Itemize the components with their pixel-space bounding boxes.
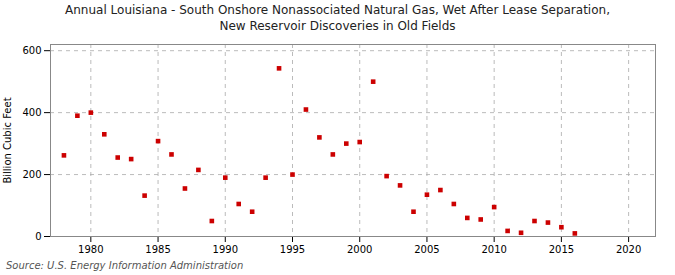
svg-text:1985: 1985 bbox=[145, 244, 170, 255]
svg-text:600: 600 bbox=[22, 45, 41, 56]
svg-text:2010: 2010 bbox=[481, 244, 506, 255]
svg-text:200: 200 bbox=[22, 169, 41, 180]
svg-text:1995: 1995 bbox=[280, 244, 305, 255]
svg-text:2000: 2000 bbox=[347, 244, 372, 255]
svg-text:2015: 2015 bbox=[549, 244, 574, 255]
svg-text:0: 0 bbox=[35, 231, 41, 242]
html-text:Annual Louisiana - South Onsho: Annual Louisiana - South Onshore Nonasso… bbox=[65, 3, 610, 33]
svg-text:2005: 2005 bbox=[414, 244, 439, 255]
svg-text:1980: 1980 bbox=[78, 244, 103, 255]
svg-text:Billion Cubic Feet: Billion Cubic Feet bbox=[2, 98, 13, 184]
svg-text:1990: 1990 bbox=[213, 244, 238, 255]
svg-text:400: 400 bbox=[22, 107, 41, 118]
html-text:Source: U.S. Energy Informatio: Source: U.S. Energy Information Administ… bbox=[6, 260, 244, 272]
svg-text:2020: 2020 bbox=[616, 244, 641, 255]
